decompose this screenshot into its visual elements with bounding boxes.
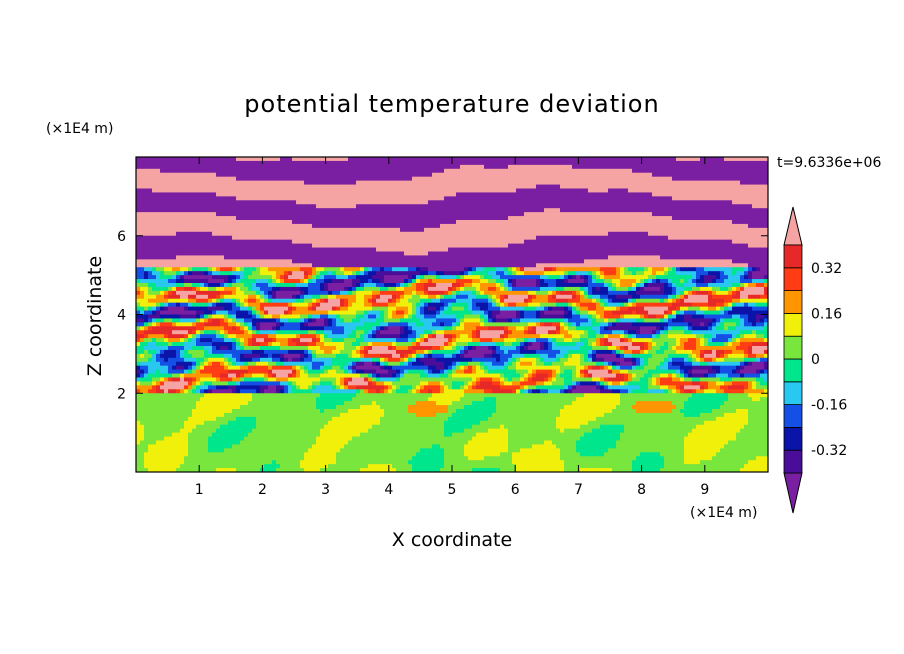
x-tick-label: 3 [321,482,330,498]
y-axis-label: Z coordinate [84,256,106,376]
colorbar-segment [783,358,803,383]
colorbar-extend-high [783,206,803,246]
y-unit-label: (×1E4 m) [46,121,113,137]
chart-title: potential temperature deviation [244,90,659,118]
colorbar-segment [783,335,803,360]
colorbar-segment [783,290,803,314]
x-tick-label: 2 [258,482,267,498]
y-tick-label: 6 [117,229,126,245]
x-tick-label: 1 [195,482,204,498]
x-axis-label: X coordinate [392,529,512,551]
x-unit-label: (×1E4 m) [690,505,757,521]
colorbar-label: 0.16 [811,306,842,322]
x-tick-label: 8 [637,482,646,498]
heatmap-field [136,157,768,472]
colorbar-label: -0.16 [811,398,847,414]
colorbar-segment [783,404,803,428]
time-label: t=9.6336e+06 [777,155,881,171]
x-tick-label: 4 [384,482,393,498]
x-tick-label: 7 [574,482,583,498]
colorbar-segment [783,244,803,269]
colorbar-segment [783,426,803,451]
colorbar-segment [783,381,803,405]
x-tick-label: 5 [448,482,457,498]
colorbar-segment [783,312,803,337]
x-tick-label: 9 [700,482,709,498]
colorbar-label: 0.32 [811,261,842,277]
x-tick-label: 6 [511,482,520,498]
colorbar-segment [783,449,803,474]
colorbar: 0.32 0.16 0 -0.16 -0.32 [783,206,847,514]
y-tick-label: 2 [117,386,126,402]
y-axis: 2 4 6 [117,229,768,402]
colorbar-label: -0.32 [811,443,847,459]
colorbar-label: 0 [811,352,820,368]
colorbar-extend-low [783,472,803,514]
y-tick-label: 4 [117,308,126,324]
x-axis: 1 2 3 4 5 6 7 8 9 [195,157,709,498]
colorbar-segment [783,267,803,291]
